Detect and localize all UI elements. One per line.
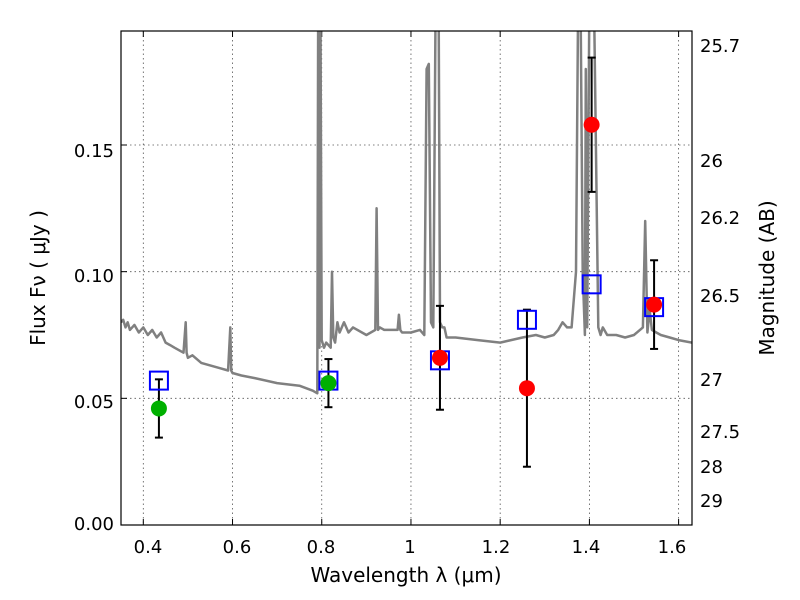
magnitude-tick-label: 27 <box>700 370 723 391</box>
magnitude-tick-label: 25.7 <box>700 36 740 57</box>
magnitude-tick-label: 28 <box>700 457 723 478</box>
x-tick-label: 1 <box>404 537 415 558</box>
magnitude-tick-label: 26 <box>700 151 723 172</box>
magnitude-tick-label: 26.2 <box>700 208 740 229</box>
plot-frame <box>120 30 693 526</box>
model-point-box <box>581 274 602 295</box>
x-tick-label: 0.6 <box>223 537 252 558</box>
measured-point <box>150 400 167 417</box>
magnitude-tick-label: 26.5 <box>700 286 740 307</box>
x-axis-ticks: 0.4 0.6 0.8 1 1.2 1.4 1.6 <box>134 537 687 558</box>
magnitude-axis-label: Magnitude (AB) <box>755 200 779 355</box>
magnitude-tick-label: 27.5 <box>700 422 740 443</box>
x-axis-label: Wavelength λ (μm) <box>310 563 501 587</box>
magnitude-axis-ticks: 25.7 26 26.2 26.5 27 27.5 28 29 <box>700 36 740 512</box>
x-tick-label: 1.4 <box>572 537 601 558</box>
measured-point <box>431 349 448 366</box>
y-axis-label: Flux Fν ( μJy ) <box>26 210 50 346</box>
model-point-box <box>148 370 169 391</box>
measured-point <box>320 375 337 392</box>
y-tick-label: 0.05 <box>74 392 114 413</box>
spectrum-line <box>121 31 692 395</box>
x-tick-label: 0.8 <box>307 537 336 558</box>
measured-point <box>583 116 600 133</box>
x-tick-label: 1.6 <box>658 537 687 558</box>
magnitude-tick-label: 29 <box>700 491 723 512</box>
grid-lines <box>121 31 692 526</box>
model-point-box <box>516 309 537 330</box>
x-tick-label: 1.2 <box>482 537 511 558</box>
model-points <box>148 274 665 391</box>
measured-point <box>518 380 535 397</box>
measured-points <box>150 116 663 417</box>
y-axis-ticks: 0.00 0.05 0.10 0.15 <box>74 141 114 535</box>
y-tick-label: 0.00 <box>74 514 114 535</box>
x-tick-label: 0.4 <box>134 537 163 558</box>
measured-point <box>646 296 663 313</box>
y-tick-label: 0.10 <box>74 266 114 287</box>
y-tick-label: 0.15 <box>74 141 114 162</box>
